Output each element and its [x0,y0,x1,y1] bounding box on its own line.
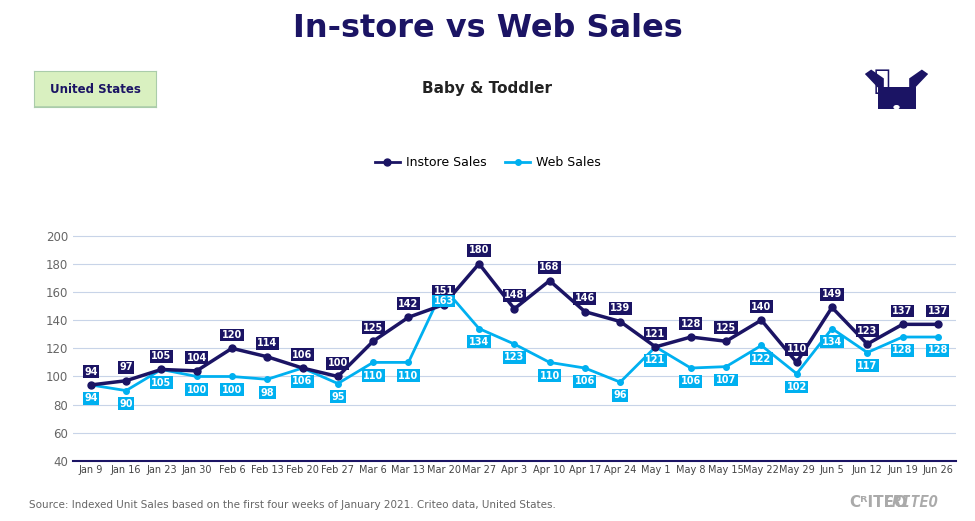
Text: 110: 110 [787,344,806,354]
Text: 125: 125 [716,323,736,333]
Text: 110: 110 [539,371,560,381]
Text: 106: 106 [292,376,313,387]
Text: 97: 97 [119,363,133,373]
Text: 134: 134 [822,337,842,347]
Text: 114: 114 [257,339,277,349]
Text: 90: 90 [119,399,133,409]
Text: 100: 100 [186,385,207,395]
Text: 110: 110 [399,371,418,381]
Text: 139: 139 [610,303,630,313]
Text: 96: 96 [613,390,627,401]
Circle shape [893,105,900,109]
Text: 98: 98 [260,388,274,398]
Polygon shape [865,69,883,87]
Text: 120: 120 [222,330,242,340]
Text: 148: 148 [504,291,525,301]
Text: 121: 121 [645,329,666,339]
Text: 180: 180 [469,245,489,255]
FancyBboxPatch shape [30,71,160,107]
Text: 107: 107 [716,375,736,385]
Text: 151: 151 [434,286,453,296]
Legend: Instore Sales, Web Sales: Instore Sales, Web Sales [370,151,606,174]
Text: 140: 140 [752,302,771,312]
Text: 128: 128 [681,319,701,329]
Text: 106: 106 [575,376,595,387]
Text: In-store vs Web Sales: In-store vs Web Sales [292,13,682,44]
Text: 137: 137 [892,306,913,316]
Text: 105: 105 [151,351,172,361]
Text: United States: United States [50,83,140,95]
Text: 117: 117 [857,361,878,371]
Text: 104: 104 [186,353,207,363]
Circle shape [895,106,898,108]
Text: 168: 168 [539,262,560,272]
Text: 122: 122 [752,354,771,364]
Text: CᴿITEO: CᴿITEO [849,494,907,510]
Text: 95: 95 [332,392,344,402]
Text: 134: 134 [469,337,489,347]
Text: 163: 163 [434,296,453,306]
Text: 149: 149 [822,289,842,299]
Text: 121: 121 [645,355,666,365]
Text: 102: 102 [787,382,806,392]
Text: 110: 110 [363,371,383,381]
Text: Baby & Toddler: Baby & Toddler [422,81,553,96]
Text: 125: 125 [363,323,383,333]
Text: 106: 106 [292,350,313,359]
Text: 128: 128 [892,345,913,355]
Polygon shape [878,87,916,109]
Text: 105: 105 [151,378,172,388]
Text: 100: 100 [328,358,348,368]
Text: 128: 128 [927,345,948,355]
Text: 123: 123 [504,352,525,363]
Text: CRITEO: CRITEO [883,494,938,510]
Text: 146: 146 [575,293,595,303]
Text: 123: 123 [857,326,878,336]
Text: Source: Indexed Unit Sales based on the first four weeks of January 2021. Criteo: Source: Indexed Unit Sales based on the … [29,500,556,510]
Text: 137: 137 [928,306,948,316]
Text: 👜: 👜 [874,67,891,95]
Text: 142: 142 [399,299,418,309]
Text: 94: 94 [84,367,98,377]
Text: 100: 100 [222,385,242,395]
Text: 106: 106 [681,376,701,387]
Polygon shape [909,69,928,87]
Text: 94: 94 [84,393,98,403]
